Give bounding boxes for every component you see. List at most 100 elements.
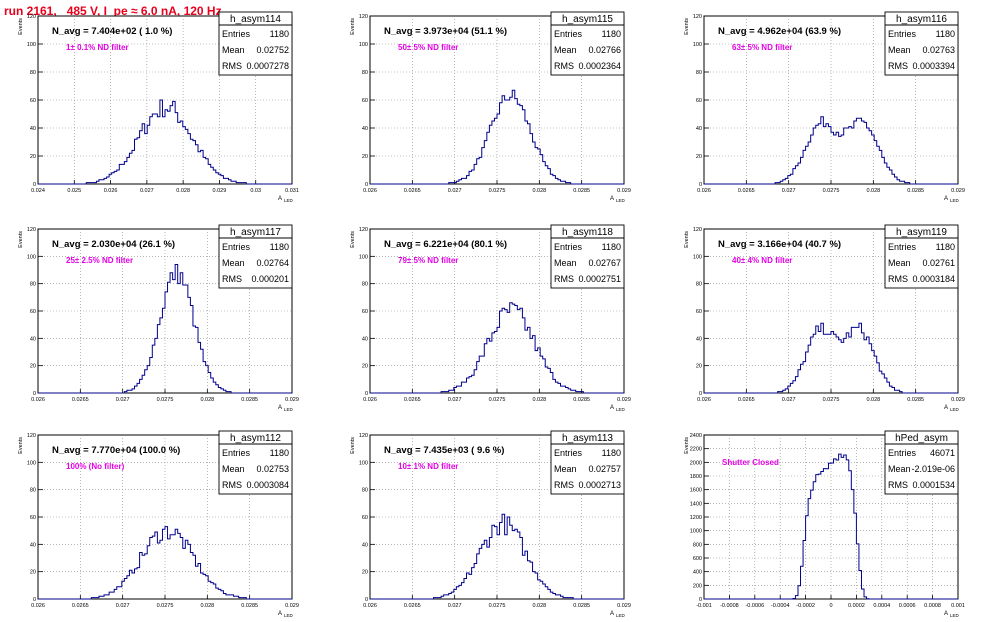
filter-annotation: 40± 4% ND filter bbox=[732, 256, 792, 265]
x-axis-label-subscript: LED bbox=[950, 198, 960, 203]
y-tick-label: 0 bbox=[33, 391, 36, 397]
y-axis-label: Events bbox=[684, 437, 690, 454]
stats-label: RMS bbox=[554, 274, 574, 284]
stats-value: 1180 bbox=[602, 242, 621, 252]
histogram-curve bbox=[370, 513, 624, 600]
x-axis-label-subscript: LED bbox=[950, 613, 960, 618]
stats-label: Entries bbox=[222, 29, 251, 39]
stats-box bbox=[218, 11, 293, 76]
y-tick-label: 800 bbox=[693, 542, 702, 548]
y-tick-label: 80 bbox=[30, 70, 36, 76]
stats-box bbox=[218, 224, 293, 289]
x-tick-label: 0.027 bbox=[782, 397, 796, 403]
x-axis-label: A bbox=[278, 196, 282, 202]
x-tick-label: 0.025 bbox=[67, 188, 81, 194]
x-tick-label: 0 bbox=[829, 603, 832, 609]
x-tick-label: 0.026 bbox=[363, 188, 377, 194]
x-tick-label: 0.0008 bbox=[924, 603, 941, 609]
x-tick-label: 0.0275 bbox=[823, 397, 840, 403]
stats-label: Mean bbox=[222, 258, 245, 268]
x-tick-label: 0.0275 bbox=[823, 188, 840, 194]
navg-title: N_avg = 7.770e+04 (100.0 %) bbox=[52, 445, 180, 456]
stats-value: 1180 bbox=[602, 29, 621, 39]
y-tick-label: 80 bbox=[30, 282, 36, 288]
x-axis-label-subscript: LED bbox=[950, 407, 960, 412]
x-tick-label: 0.028 bbox=[866, 188, 880, 194]
y-tick-label: 1400 bbox=[690, 501, 702, 507]
y-tick-label: 200 bbox=[693, 583, 702, 589]
run-title: run 2161, 485 V, I_pe ≈ 6.0 nA, 120 Hz bbox=[4, 4, 222, 18]
histogram-curve bbox=[38, 264, 292, 394]
x-tick-label: 0.0004 bbox=[873, 603, 890, 609]
x-axis-label: A bbox=[610, 405, 614, 411]
histogram-name: h_asym118 bbox=[562, 227, 613, 238]
y-tick-label: 1000 bbox=[690, 529, 702, 535]
y-tick-label: 120 bbox=[693, 14, 702, 20]
stats-label: Mean bbox=[554, 464, 577, 474]
y-tick-label: 120 bbox=[359, 14, 368, 20]
x-axis-label: A bbox=[944, 405, 948, 411]
y-tick-label: 0 bbox=[699, 597, 702, 603]
y-axis-label: Events bbox=[684, 231, 690, 248]
x-tick-label: 0.028 bbox=[866, 397, 880, 403]
x-tick-label: 0.029 bbox=[285, 397, 299, 403]
histogram-name: h_asym114 bbox=[230, 14, 281, 25]
x-tick-label: 0.0265 bbox=[738, 188, 755, 194]
histogram-panel-h_asym114: 0.024 0.025 0.026 0.027 0.028 0.029 0.03 0.031 0… bbox=[18, 11, 299, 203]
x-tick-label: 0.0265 bbox=[738, 397, 755, 403]
y-tick-label: 120 bbox=[27, 433, 36, 439]
histogram-name: h_asym113 bbox=[562, 433, 613, 444]
x-tick-label: 0.026 bbox=[697, 397, 711, 403]
histogram-panel-h_asym113: 0.026 0.0265 0.027 0.0275 0.028 0.0285 0.029 0 2… bbox=[350, 430, 631, 618]
y-axis-label: Events bbox=[18, 231, 24, 248]
x-tick-label: 0.0285 bbox=[241, 397, 258, 403]
y-tick-label: 100 bbox=[27, 42, 36, 48]
histogram-panel-h_asym117: 0.026 0.0265 0.027 0.0275 0.028 0.0285 0.029 0 2… bbox=[18, 224, 299, 412]
stats-value: 0.02763 bbox=[922, 45, 955, 55]
x-tick-label: 0.0285 bbox=[241, 603, 258, 609]
navg-title: N_avg = 2.030e+04 (26.1 %) bbox=[52, 239, 175, 250]
stats-value: 46071 bbox=[930, 448, 955, 458]
x-tick-label: 0.0275 bbox=[157, 603, 174, 609]
y-tick-label: 0 bbox=[699, 391, 702, 397]
x-tick-label: 0.031 bbox=[285, 188, 299, 194]
y-tick-label: 60 bbox=[30, 98, 36, 104]
y-tick-label: 2000 bbox=[690, 460, 702, 466]
x-tick-label: 0.028 bbox=[532, 188, 546, 194]
y-axis-label: Events bbox=[350, 231, 356, 248]
y-tick-label: 0 bbox=[699, 182, 702, 188]
x-tick-label: 0.028 bbox=[200, 603, 214, 609]
stats-box bbox=[884, 224, 959, 289]
y-tick-label: 40 bbox=[696, 336, 702, 342]
x-tick-label: 0.0265 bbox=[72, 397, 89, 403]
y-tick-label: 40 bbox=[30, 336, 36, 342]
y-tick-label: 20 bbox=[362, 154, 368, 160]
y-tick-label: 0 bbox=[33, 182, 36, 188]
stats-value: 1180 bbox=[936, 29, 955, 39]
stats-label: Mean bbox=[888, 45, 911, 55]
x-tick-label: 0.027 bbox=[116, 603, 130, 609]
histogram-curve bbox=[704, 116, 958, 185]
x-tick-label: 0.024 bbox=[31, 188, 45, 194]
stats-value: 0.02753 bbox=[256, 464, 289, 474]
histogram-curve bbox=[370, 89, 624, 185]
histogram-panel-hPed_asym: -0.001 -0.0008 -0.0006 -0.0004 -0.0002 0 0.000… bbox=[684, 430, 965, 618]
x-axis-label: A bbox=[278, 405, 282, 411]
stats-label: Mean bbox=[888, 258, 911, 268]
x-tick-label: 0.0275 bbox=[489, 603, 506, 609]
y-tick-label: 40 bbox=[30, 126, 36, 132]
y-tick-label: 100 bbox=[27, 460, 36, 466]
x-tick-label: 0.001 bbox=[951, 603, 965, 609]
stats-value: 0.02766 bbox=[588, 45, 621, 55]
y-tick-label: 60 bbox=[362, 98, 368, 104]
x-tick-label: 0.027 bbox=[448, 188, 462, 194]
y-tick-label: 40 bbox=[362, 542, 368, 548]
y-tick-label: 80 bbox=[696, 70, 702, 76]
filter-annotation: Shutter Closed bbox=[722, 458, 779, 467]
stats-value: 0.02764 bbox=[256, 258, 289, 268]
stats-value: 0.0001534 bbox=[912, 480, 955, 490]
x-tick-label: 0.0285 bbox=[573, 188, 590, 194]
histogram-curve bbox=[370, 302, 624, 394]
histogram-name: h_asym112 bbox=[230, 433, 281, 444]
